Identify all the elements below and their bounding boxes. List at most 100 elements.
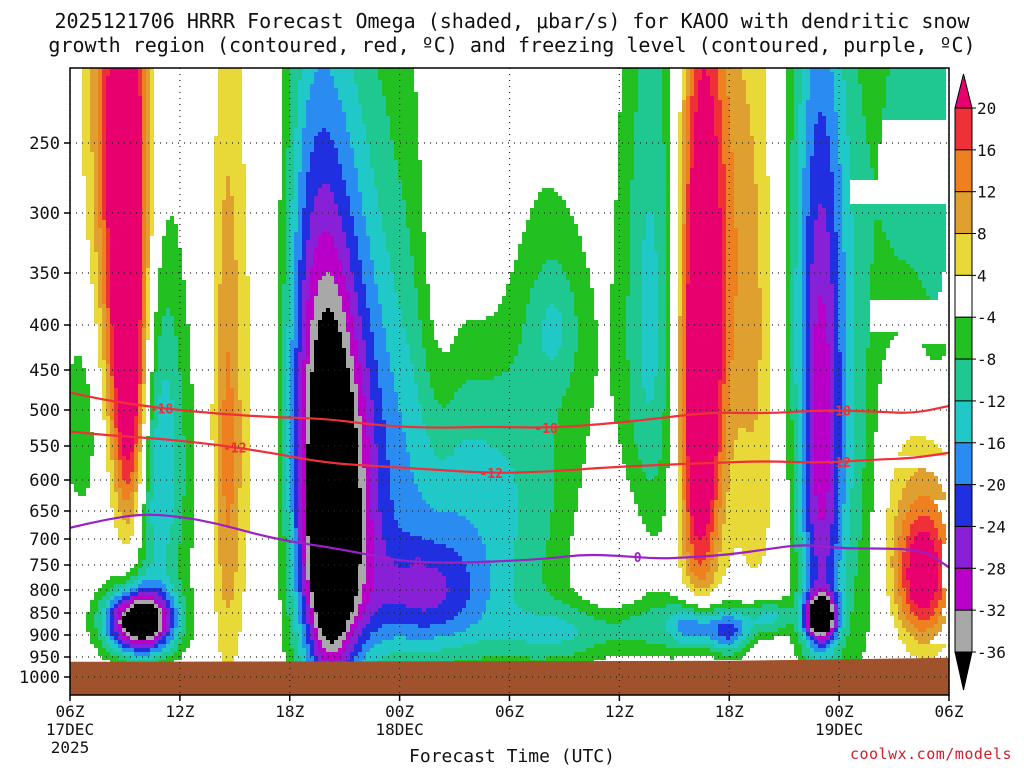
omega-cell	[630, 280, 642, 284]
omega-cell	[346, 192, 362, 196]
omega-cell	[798, 404, 802, 408]
omega-cell	[138, 348, 142, 352]
omega-cell	[718, 180, 726, 184]
omega-cell	[378, 204, 406, 208]
omega-cell	[390, 356, 410, 360]
omega-cell	[458, 328, 522, 332]
omega-cell	[790, 316, 794, 320]
omega-cell	[854, 236, 874, 240]
omega-cell	[890, 244, 946, 248]
omega-cell	[734, 312, 762, 316]
omega-cell	[822, 204, 834, 208]
omega-cell	[686, 100, 690, 104]
omega-cell	[102, 128, 106, 132]
omega-cell	[302, 216, 310, 220]
omega-cell	[642, 288, 658, 292]
omega-cell	[306, 300, 314, 304]
omega-cell	[294, 236, 302, 240]
omega-cell	[842, 404, 846, 408]
omega-cell	[790, 256, 798, 260]
omega-cell	[854, 368, 866, 372]
omega-cell	[374, 400, 382, 404]
omega-cell	[426, 368, 510, 372]
omega-cell	[834, 192, 842, 196]
omega-cell	[806, 412, 810, 416]
omega-cell	[98, 120, 102, 124]
omega-cell	[518, 348, 542, 352]
omega-cell	[930, 296, 938, 300]
omega-cell	[806, 420, 810, 424]
omega-cell	[826, 308, 834, 312]
omega-cell	[390, 464, 410, 468]
omega-cell	[854, 292, 870, 296]
omega-cell	[210, 420, 218, 424]
omega-cell	[318, 236, 334, 240]
omega-cell	[158, 420, 174, 424]
omega-cell	[642, 304, 658, 308]
omega-cell	[98, 132, 102, 136]
omega-cell	[842, 456, 846, 460]
omega-cell	[634, 132, 662, 136]
omega-cell	[646, 388, 654, 392]
omega-cell	[682, 260, 686, 264]
omega-cell	[666, 312, 670, 316]
omega-cell	[682, 232, 686, 236]
omega-cell	[226, 380, 230, 384]
omega-cell	[678, 312, 682, 316]
omega-cell	[822, 112, 838, 116]
omega-cell	[350, 212, 362, 216]
omega-cell	[842, 188, 850, 192]
omega-cell	[682, 160, 686, 164]
omega-cell	[294, 444, 298, 448]
omega-cell	[738, 428, 746, 432]
omega-cell	[814, 396, 830, 400]
omega-cell	[730, 124, 750, 128]
omega-cell	[682, 228, 686, 232]
omega-cell	[210, 436, 218, 440]
omega-cell	[402, 424, 426, 428]
omega-cell	[406, 200, 422, 204]
omega-cell	[286, 440, 290, 444]
omega-cell	[110, 420, 114, 424]
omega-cell	[746, 92, 766, 96]
omega-cell	[350, 300, 358, 304]
omega-cell	[86, 228, 94, 232]
omega-cell	[790, 220, 798, 224]
omega-cell	[802, 420, 806, 424]
omega-cell	[282, 344, 286, 348]
omega-cell	[830, 156, 838, 160]
omega-cell	[90, 76, 98, 80]
omega-cell	[682, 448, 686, 452]
omega-cell	[158, 396, 170, 400]
omega-cell	[290, 464, 294, 468]
omega-cell	[150, 416, 154, 420]
omega-cell	[106, 208, 142, 212]
omega-cell	[678, 356, 682, 360]
omega-cell	[662, 68, 670, 72]
omega-cell	[106, 196, 142, 200]
omega-cell	[106, 340, 110, 344]
omega-cell	[134, 460, 138, 464]
omega-cell	[610, 352, 626, 356]
omega-cell	[98, 68, 102, 72]
omega-cell	[106, 120, 142, 124]
omega-cell	[286, 428, 290, 432]
omega-cell	[86, 220, 94, 224]
omega-cell	[338, 148, 354, 152]
omega-cell	[298, 172, 306, 176]
omega-cell	[630, 408, 666, 412]
omega-cell	[406, 332, 422, 336]
omega-cell	[170, 216, 174, 220]
omega-cell	[242, 452, 250, 456]
omega-cell	[306, 424, 310, 428]
omega-cell	[798, 448, 802, 452]
omega-cell	[106, 324, 110, 328]
omega-cell	[706, 72, 718, 76]
omega-cell	[786, 356, 790, 360]
omega-cell	[798, 168, 802, 172]
omega-cell	[418, 312, 430, 316]
omega-cell	[510, 276, 538, 280]
omega-cell	[734, 444, 770, 448]
omega-cell	[758, 184, 770, 188]
omega-cell	[366, 124, 390, 128]
